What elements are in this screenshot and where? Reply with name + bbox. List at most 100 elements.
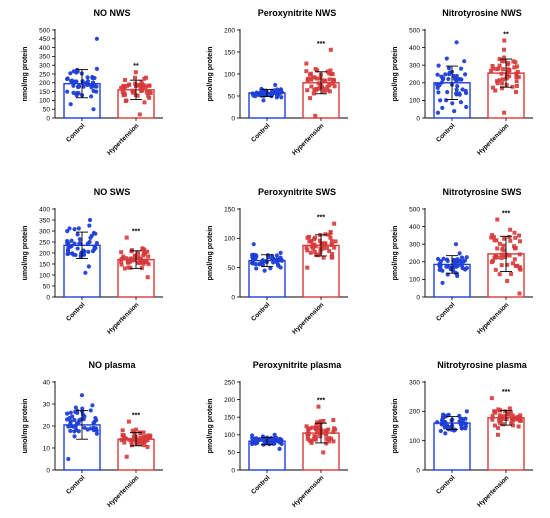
data-point-control	[454, 40, 459, 45]
data-point-hypertension	[327, 436, 332, 441]
data-point-hypertension	[142, 251, 147, 256]
data-point-hypertension	[490, 413, 495, 418]
data-point-hypertension	[124, 83, 129, 88]
data-point-control	[94, 84, 99, 89]
data-point-hypertension	[331, 418, 336, 423]
data-point-control	[435, 420, 440, 425]
data-point-hypertension	[141, 430, 146, 435]
data-point-control	[68, 428, 73, 434]
data-point-hypertension	[330, 252, 335, 257]
x-category-label: Hypertension	[291, 301, 325, 335]
data-point-control	[454, 79, 459, 84]
data-point-hypertension	[518, 413, 523, 418]
data-point-hypertension	[312, 249, 317, 254]
y-tick-label: 500	[409, 206, 420, 213]
data-point-control	[450, 101, 455, 106]
y-axis-label: pmol/mg protein	[392, 226, 399, 281]
significance-marker: ***	[132, 229, 140, 236]
data-point-hypertension	[492, 409, 497, 414]
chart-title: Peroxynitrite plasma	[253, 360, 343, 370]
data-point-hypertension	[495, 432, 500, 437]
data-point-control	[94, 431, 99, 436]
data-point-hypertension	[506, 61, 511, 66]
data-point-control	[68, 410, 73, 415]
data-point-control	[271, 90, 276, 96]
data-point-control	[94, 241, 99, 246]
data-point-hypertension	[139, 258, 144, 263]
x-category-label: Control	[65, 301, 86, 322]
data-point-control	[94, 89, 99, 94]
data-point-control	[446, 412, 451, 417]
data-point-hypertension	[516, 75, 521, 80]
y-tick-label: 0	[416, 294, 420, 301]
data-point-hypertension	[325, 245, 330, 250]
data-point-control	[460, 87, 465, 92]
data-point-control	[448, 424, 453, 430]
data-point-hypertension	[125, 260, 130, 265]
data-point-control	[464, 255, 469, 260]
significance-marker: ***	[502, 389, 510, 396]
data-point-control	[451, 428, 457, 433]
data-point-hypertension	[145, 444, 150, 449]
data-point-hypertension	[318, 424, 323, 429]
data-point-hypertension	[119, 262, 124, 267]
data-point-hypertension	[126, 265, 131, 270]
data-point-control	[438, 98, 443, 103]
data-point-control	[94, 36, 99, 41]
data-point-hypertension	[308, 250, 313, 255]
data-point-hypertension	[503, 409, 508, 414]
data-point-hypertension	[316, 404, 321, 409]
data-point-control	[440, 412, 446, 417]
data-point-control	[82, 425, 87, 430]
data-point-control	[76, 91, 81, 96]
data-point-hypertension	[331, 426, 336, 431]
y-tick-label: 450	[39, 36, 50, 43]
data-point-hypertension	[123, 78, 128, 83]
data-point-control	[254, 266, 259, 271]
data-point-hypertension	[127, 437, 132, 442]
data-point-hypertension	[500, 86, 505, 91]
data-point-hypertension	[508, 238, 513, 243]
data-point-control	[462, 267, 468, 272]
data-point-control	[455, 84, 460, 89]
data-point-control	[76, 226, 81, 231]
data-point-control	[250, 91, 255, 96]
data-point-control	[438, 428, 443, 434]
data-point-hypertension	[501, 47, 506, 52]
y-tick-label: 150	[224, 415, 235, 422]
data-point-hypertension	[146, 433, 151, 438]
data-point-control	[82, 414, 87, 419]
data-point-control	[278, 250, 283, 256]
y-tick-label: 250	[224, 379, 235, 386]
data-point-control	[435, 110, 441, 115]
x-category-label: Hypertension	[476, 474, 510, 508]
data-point-hypertension	[313, 427, 318, 432]
y-tick-label: 150	[39, 261, 50, 268]
y-tick-label: 0	[46, 467, 50, 474]
data-point-hypertension	[514, 79, 519, 84]
data-point-control	[77, 237, 82, 242]
data-point-control	[268, 266, 273, 271]
data-point-hypertension	[316, 253, 321, 258]
data-point-hypertension	[518, 239, 523, 244]
data-point-control	[92, 75, 97, 81]
x-category-label: Hypertension	[106, 301, 140, 335]
data-point-control	[459, 77, 464, 82]
data-point-hypertension	[311, 246, 316, 251]
data-point-hypertension	[325, 88, 330, 93]
y-tick-label: 100	[409, 438, 420, 445]
data-point-hypertension	[517, 252, 522, 257]
x-category-label: Hypertension	[291, 122, 325, 156]
data-point-control	[65, 411, 70, 416]
data-point-hypertension	[120, 433, 125, 438]
data-point-control	[454, 91, 459, 96]
data-point-hypertension	[497, 272, 502, 277]
data-point-control	[250, 436, 255, 441]
data-point-control	[440, 280, 445, 286]
data-point-control	[462, 59, 467, 64]
data-point-hypertension	[327, 249, 332, 254]
data-point-hypertension	[119, 250, 124, 255]
data-point-hypertension	[123, 92, 128, 97]
y-tick-label: 10	[43, 445, 51, 452]
data-point-hypertension	[129, 249, 134, 254]
